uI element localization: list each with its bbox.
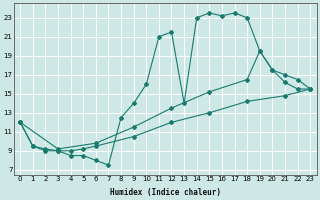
X-axis label: Humidex (Indice chaleur): Humidex (Indice chaleur): [110, 188, 221, 197]
